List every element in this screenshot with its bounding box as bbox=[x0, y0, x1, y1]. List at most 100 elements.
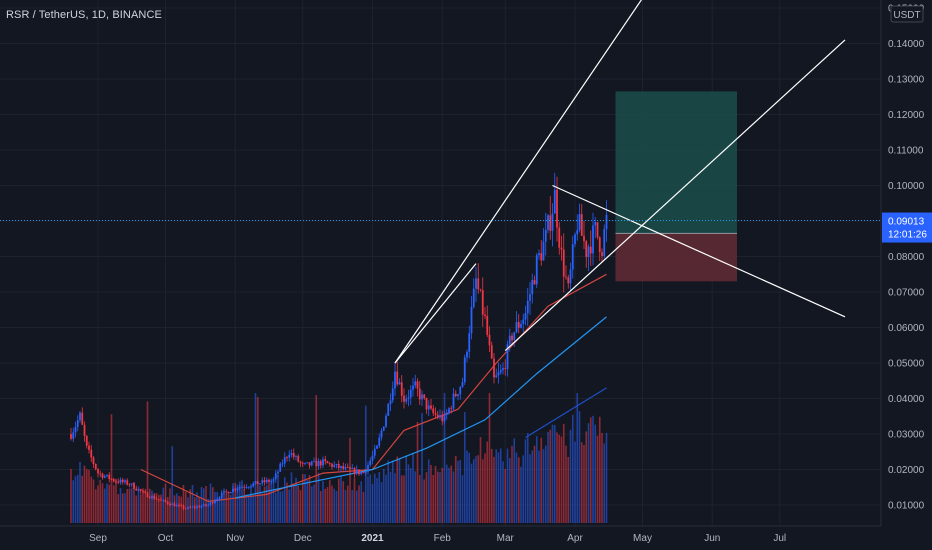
volume-bar bbox=[412, 452, 414, 523]
candle-body bbox=[124, 480, 126, 483]
candle-body bbox=[499, 370, 502, 373]
volume-bar bbox=[295, 477, 297, 523]
candle-body bbox=[139, 489, 142, 491]
volume-bar bbox=[418, 474, 421, 523]
candle-body bbox=[603, 229, 606, 256]
volume-bar bbox=[425, 472, 428, 523]
volume-bar bbox=[207, 498, 210, 523]
candle-body bbox=[106, 474, 108, 477]
candle-body bbox=[270, 480, 273, 482]
candle-body bbox=[382, 426, 385, 431]
volume-bar bbox=[236, 484, 239, 523]
candle-body bbox=[378, 437, 381, 446]
volume-bar bbox=[385, 474, 387, 523]
candle-body bbox=[301, 462, 304, 464]
candle-body bbox=[508, 335, 511, 345]
volume-bar bbox=[274, 492, 277, 523]
volume-bar bbox=[306, 479, 309, 523]
candle-body bbox=[180, 505, 183, 507]
candle-body bbox=[92, 457, 95, 464]
volume-bar bbox=[151, 490, 153, 523]
candle-body bbox=[567, 277, 570, 284]
candle-body bbox=[484, 314, 486, 316]
long-position-tool[interactable] bbox=[615, 91, 738, 282]
volume-bar bbox=[558, 434, 561, 523]
candle-body bbox=[565, 276, 567, 278]
candle-body bbox=[142, 490, 144, 492]
candle-body bbox=[353, 468, 356, 474]
candle-body bbox=[94, 463, 97, 470]
volume-bar bbox=[74, 476, 77, 523]
candle-body bbox=[175, 505, 178, 507]
candle-body bbox=[333, 465, 336, 467]
candle-body bbox=[144, 491, 147, 493]
volume-bar bbox=[272, 479, 275, 523]
volume-bar bbox=[578, 411, 581, 523]
volume-bar bbox=[191, 484, 194, 523]
candle-body bbox=[531, 280, 534, 295]
candle-body bbox=[234, 488, 237, 490]
candle-body bbox=[308, 462, 311, 466]
volume-bar bbox=[106, 483, 108, 523]
volume-bar bbox=[243, 489, 246, 523]
candle-body bbox=[265, 479, 268, 483]
candle-body bbox=[427, 405, 430, 410]
volume-bar bbox=[574, 441, 576, 523]
volume-bar bbox=[346, 485, 349, 523]
candle-body bbox=[171, 503, 174, 506]
candle-body bbox=[459, 386, 462, 395]
candle-body bbox=[250, 486, 252, 488]
volume-bar bbox=[562, 423, 565, 523]
candle-body bbox=[133, 483, 135, 489]
volume-bar bbox=[461, 475, 464, 523]
time-axis[interactable]: Sep Oct Nov Dec 2021 Feb Mar Apr May Jun Jul bbox=[0, 525, 932, 550]
volume-bar bbox=[358, 485, 360, 523]
candle-body bbox=[322, 459, 324, 466]
volume-bar bbox=[394, 473, 396, 523]
volume-bar bbox=[583, 444, 585, 523]
volume-bar bbox=[126, 488, 129, 523]
volume-bar bbox=[580, 442, 583, 523]
candle-body bbox=[196, 506, 198, 508]
volume-bar bbox=[292, 483, 295, 523]
time-tick-label: Jul bbox=[773, 533, 786, 544]
candle-body bbox=[243, 486, 246, 488]
time-tick-label: Dec bbox=[294, 533, 312, 544]
volume-bar bbox=[533, 445, 536, 523]
volume-bar bbox=[234, 482, 237, 523]
volume-bar bbox=[308, 475, 311, 523]
symbol-legend[interactable]: RSR / TetherUS, 1D, BINANCE bbox=[6, 9, 162, 21]
candle-body bbox=[407, 397, 410, 399]
volume-bar bbox=[389, 471, 392, 523]
candle-body bbox=[274, 473, 277, 480]
price-axis[interactable]: 0.01000 0.02000 0.03000 0.04000 0.05000 0.060… bbox=[880, 0, 932, 550]
candle-body bbox=[589, 246, 592, 254]
volume-bar bbox=[569, 429, 572, 523]
candle-body bbox=[252, 483, 255, 487]
volume-bar bbox=[398, 458, 401, 523]
candle-body bbox=[551, 213, 554, 231]
volume-bar bbox=[110, 414, 113, 523]
price-tick-label: 0.01000 bbox=[888, 501, 925, 512]
candle-body bbox=[495, 375, 498, 378]
candle-body bbox=[259, 483, 261, 485]
grid bbox=[0, 0, 881, 526]
volume-bar bbox=[137, 486, 140, 523]
candle-body bbox=[517, 322, 520, 328]
volume-bar bbox=[400, 475, 403, 523]
volume-bar bbox=[551, 424, 554, 523]
candle-body bbox=[394, 371, 396, 389]
volume-bar bbox=[144, 492, 147, 523]
candle-body bbox=[479, 289, 482, 291]
volume-bar bbox=[103, 488, 106, 523]
volume-bar bbox=[502, 461, 504, 523]
volume-bar bbox=[601, 433, 603, 523]
trend-lines[interactable] bbox=[394, 0, 846, 364]
candle-body bbox=[574, 234, 576, 245]
candle-body bbox=[585, 241, 588, 257]
volume-bar bbox=[434, 465, 437, 523]
candle-body bbox=[155, 498, 158, 500]
candle-body bbox=[409, 389, 412, 398]
volume-bar bbox=[508, 458, 511, 523]
